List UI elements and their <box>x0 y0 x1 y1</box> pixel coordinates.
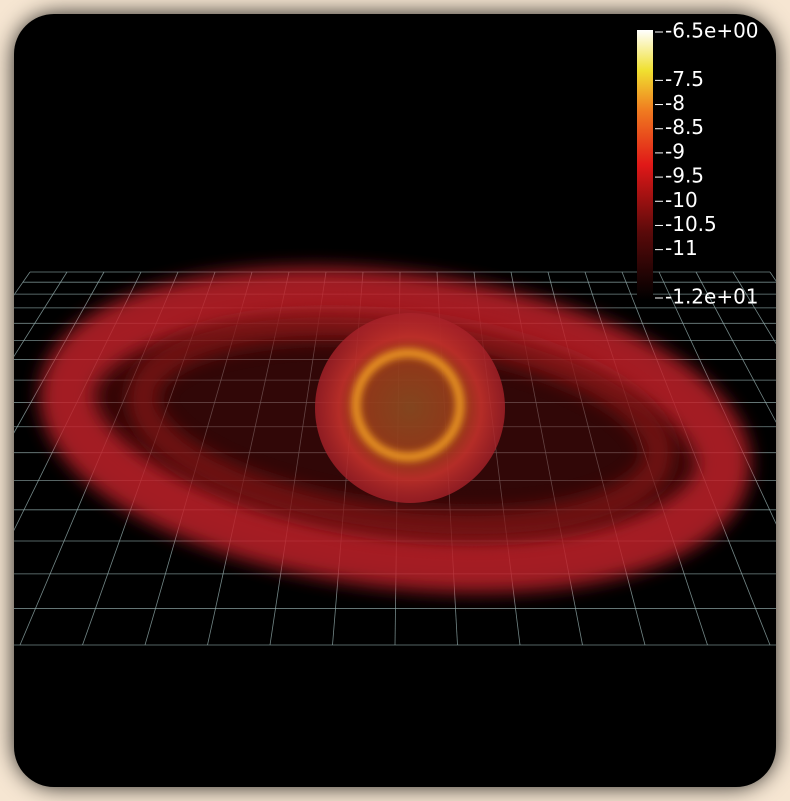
colorbar-tick-label: -6.5e+00 <box>665 19 759 43</box>
colorbar-tick-label: -8 <box>665 91 685 115</box>
colorbar-tick-label: -7.5 <box>665 67 704 91</box>
colorbar-tick-label: -11 <box>665 236 698 260</box>
colorbar-tick-label: -1.2e+01 <box>665 285 759 309</box>
colorbar <box>637 30 653 300</box>
colorbar-tick-label: -9.5 <box>665 164 704 188</box>
render-view: -6.5e+00 -7.5-8-8.5-9-9.5-10-10.5-11 -1.2e… <box>0 0 790 801</box>
star <box>315 313 505 503</box>
colorbar-tick-label: -10 <box>665 188 698 212</box>
colorbar-tick-label: -9 <box>665 139 685 163</box>
colorbar-tick-label: -10.5 <box>665 212 717 236</box>
colorbar-tick-label: -8.5 <box>665 115 704 139</box>
